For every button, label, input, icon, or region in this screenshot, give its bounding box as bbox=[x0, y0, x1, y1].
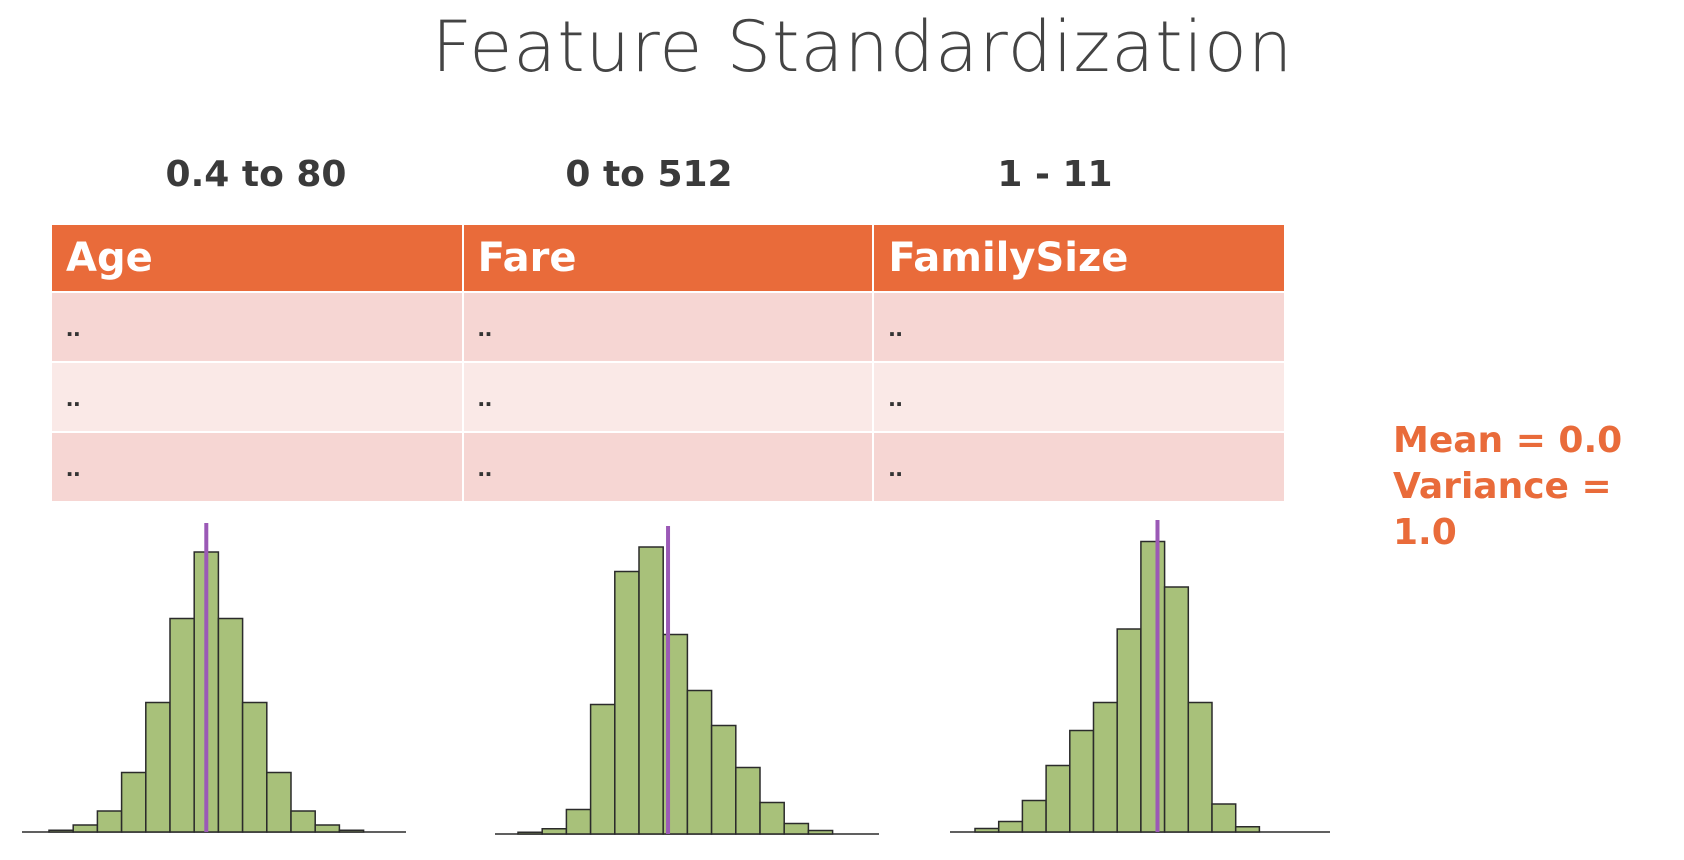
histogram-bar bbox=[120, 771, 147, 833]
table-cell: .. bbox=[461, 361, 874, 432]
table-cell: .. bbox=[52, 361, 463, 432]
feature-table: Age Fare FamilySize .. .. .. .. .. .. ..… bbox=[52, 225, 1284, 501]
histogram-bar bbox=[589, 703, 616, 835]
histogram-bar bbox=[1116, 628, 1142, 833]
page-title: Feature Standardization bbox=[431, 6, 1294, 88]
histogram-bar bbox=[1092, 701, 1118, 833]
histogram-bar bbox=[96, 810, 123, 833]
histogram-bar bbox=[266, 771, 292, 833]
histogram-familysize bbox=[950, 520, 1330, 833]
table-row: .. .. .. bbox=[52, 361, 1284, 432]
histogram-bar bbox=[1234, 826, 1261, 833]
table-row: .. .. .. bbox=[52, 431, 1284, 501]
histogram-bar bbox=[807, 829, 834, 835]
histogram-bar bbox=[997, 820, 1024, 833]
histogram-bar bbox=[217, 617, 244, 833]
histogram-bar bbox=[1021, 799, 1047, 833]
histogram-bar bbox=[614, 570, 640, 835]
table-cell: .. bbox=[461, 291, 874, 362]
standardization-stats: Mean = 0.0 Variance = 1.0 bbox=[1393, 418, 1684, 556]
histogram-bar bbox=[1140, 540, 1166, 833]
histogram-bar bbox=[169, 617, 195, 833]
histogram-bar bbox=[1211, 803, 1237, 833]
table-cell: .. bbox=[872, 291, 1284, 362]
histogram-bar bbox=[1163, 586, 1190, 833]
histogram-bar bbox=[290, 810, 316, 833]
histogram-bar bbox=[1045, 764, 1071, 833]
histogram-bar bbox=[759, 801, 785, 835]
histogram-bar bbox=[314, 824, 341, 833]
range-label-fare: 0 to 512 bbox=[565, 154, 733, 195]
table-cell: .. bbox=[872, 361, 1284, 432]
table-cell: .. bbox=[52, 291, 463, 362]
histogram-fare bbox=[495, 526, 879, 835]
mean-label: Mean = 0.0 bbox=[1393, 420, 1623, 461]
histogram-bar bbox=[145, 701, 171, 833]
histogram-bar bbox=[974, 827, 1000, 833]
histogram-bar bbox=[517, 831, 543, 835]
histogram-bar bbox=[338, 829, 365, 833]
table-cell: .. bbox=[872, 431, 1284, 501]
histogram-age bbox=[22, 523, 406, 833]
histogram-bar bbox=[1069, 729, 1095, 833]
histogram-bar bbox=[783, 822, 810, 835]
table-cell: .. bbox=[461, 431, 874, 501]
range-label-age: 0.4 to 80 bbox=[165, 154, 347, 195]
range-label-familysize: 1 - 11 bbox=[997, 154, 1113, 195]
histogram-bar bbox=[541, 828, 568, 835]
table-cell: .. bbox=[52, 431, 463, 501]
table-header-row: Age Fare FamilySize bbox=[52, 225, 1284, 292]
histogram-bar bbox=[1187, 701, 1213, 833]
histogram-bar bbox=[686, 689, 713, 835]
header-fare: Fare bbox=[461, 225, 874, 292]
table-row: .. .. .. bbox=[52, 291, 1284, 362]
histogram-bar bbox=[710, 724, 737, 835]
header-age: Age bbox=[52, 225, 463, 292]
histogram-bar bbox=[48, 829, 74, 833]
histogram-bar bbox=[638, 546, 664, 835]
histogram-bar bbox=[72, 824, 99, 833]
header-familysize: FamilySize bbox=[872, 225, 1284, 292]
histogram-bar bbox=[735, 766, 761, 835]
histogram-bar bbox=[565, 808, 592, 835]
histogram-bar bbox=[241, 701, 268, 833]
variance-label: Variance = 1.0 bbox=[1393, 466, 1612, 553]
